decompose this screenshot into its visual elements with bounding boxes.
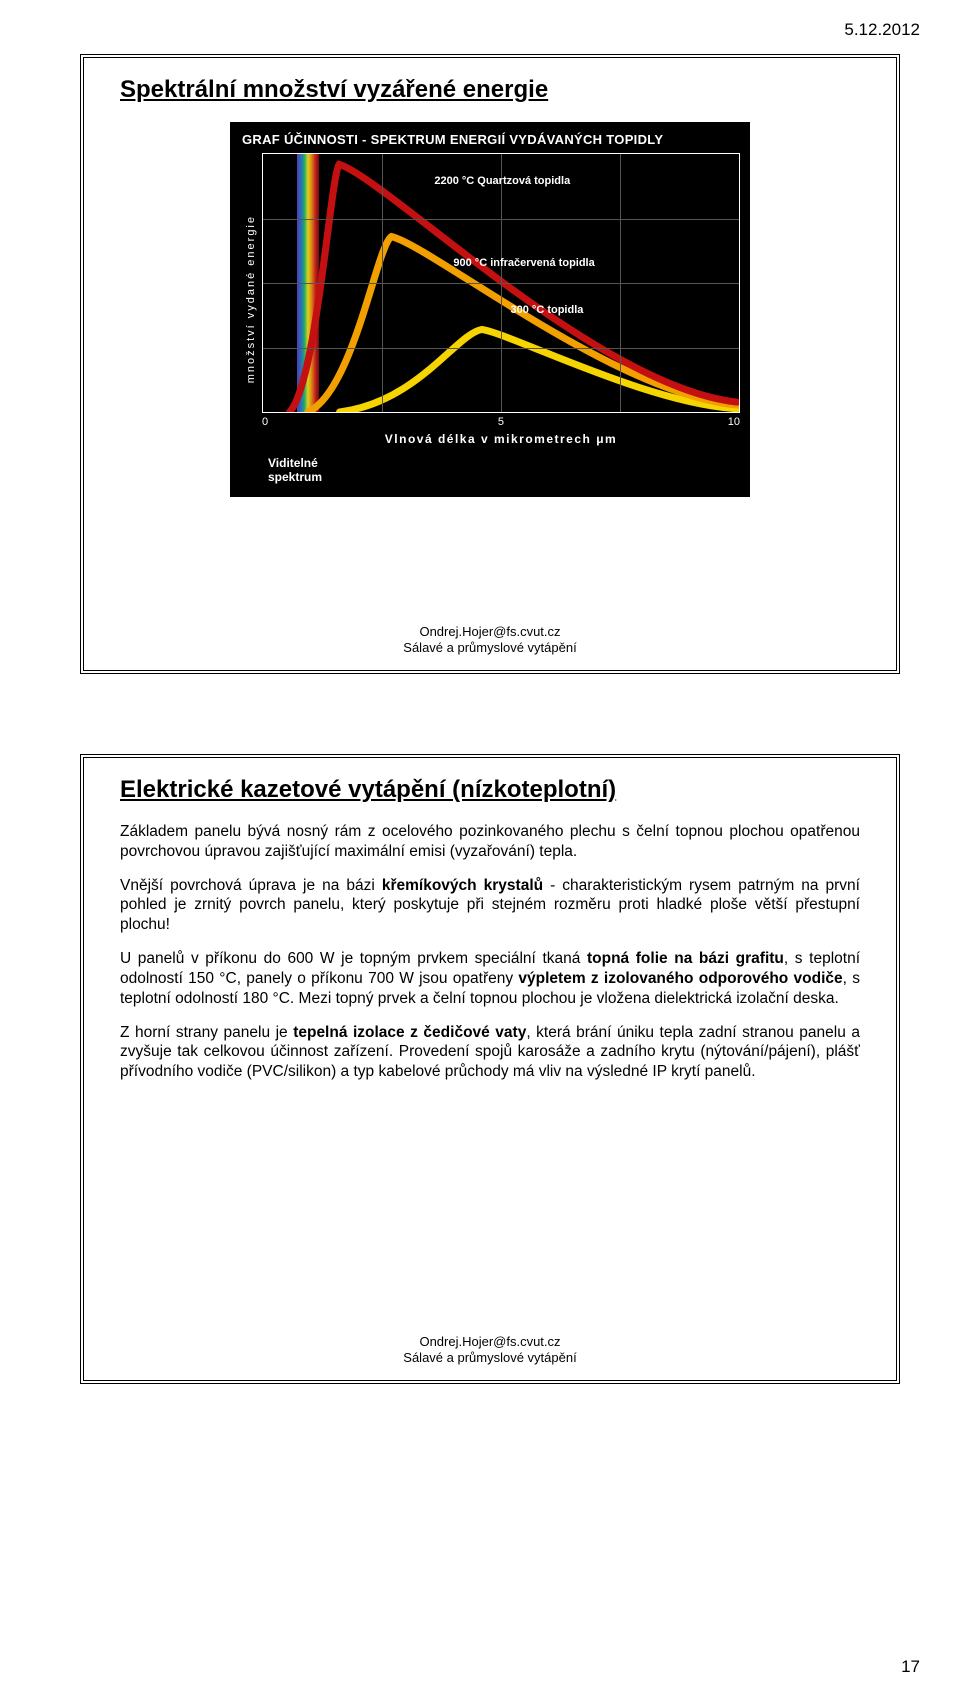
para-4: Z horní strany panelu je tepelná izolace… [120,1023,860,1082]
slide2-title: Elektrické kazetové vytápění (nízkoteplo… [120,776,866,804]
slide-1: Spektrální množství vyzářené energie GRA… [80,54,900,674]
series-label-quartz: 2200 °C Quartzová topidla [434,175,570,187]
series-label-low: 300 °C topidla [511,304,584,316]
para-1: Základem panelu bývá nosný rám z ocelové… [120,822,860,862]
chart-plot-area: 2200 °C Quartzová topidla 900 °C infračer… [262,153,740,413]
para-3: U panelů v příkonu do 600 W je topným pr… [120,949,860,1008]
xtick-0: 0 [262,416,421,428]
chart-xlabel: Vlnová délka v mikrometrech μm [262,428,740,446]
para-2: Vnější povrchová úprava je na bázi křemí… [120,876,860,935]
chart-title: GRAF ÚČINNOSTI - SPEKTRUM ENERGIÍ VYDÁVA… [240,130,740,153]
spectrum-chart: GRAF ÚČINNOSTI - SPEKTRUM ENERGIÍ VYDÁVA… [230,122,750,497]
xtick-2: 10 [581,416,740,428]
slide-2: Elektrické kazetové vytápění (nízkoteplo… [80,754,900,1384]
slide2-footer: Ondrej.Hojer@fs.cvut.cz Sálavé a průmysl… [84,1334,896,1367]
page: 5.12.2012 Spektrální množství vyzářené e… [0,0,960,1697]
visible-spectrum-label: Viditelné spektrum [240,446,740,487]
chart-body: množství vydané energie 2200 °C Quartzov… [240,153,740,446]
chart-ylabel: množství vydané energie [240,153,262,446]
slide2-body: Základem panelu bývá nosný rám z ocelové… [120,822,860,1082]
slide1-title: Spektrální množství vyzářené energie [120,76,866,104]
slide1-footer: Ondrej.Hojer@fs.cvut.cz Sálavé a průmysl… [84,624,896,657]
series-label-infra: 900 °C infračervená topidla [453,257,594,269]
date-header: 5.12.2012 [80,20,920,40]
page-number: 17 [901,1657,920,1677]
chart-xaxis: 0 5 10 [262,413,740,428]
xtick-1: 5 [421,416,580,428]
